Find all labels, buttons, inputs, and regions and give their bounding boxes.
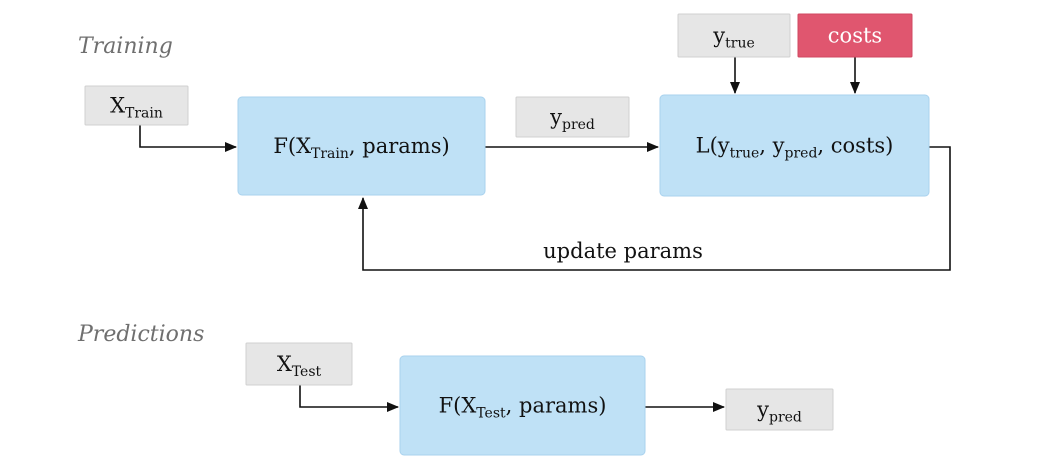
subscript: Train	[125, 106, 163, 122]
subscript: true	[725, 36, 755, 52]
label-text: costs	[828, 24, 882, 48]
node-data: XTrain	[84, 85, 189, 126]
label-text: X	[277, 352, 292, 376]
label-text: L(y	[696, 134, 730, 158]
node-model: F(XTrain, params)	[237, 96, 486, 196]
subscript: pred	[769, 410, 802, 426]
node-label: F(XTest, params)	[439, 394, 607, 422]
label-text: y	[712, 24, 725, 48]
arrows	[139, 57, 951, 412]
subscript: Train	[311, 146, 349, 162]
subscript: Test	[476, 406, 506, 422]
label-text: , params)	[349, 134, 450, 158]
arrow	[299, 385, 399, 412]
node-box	[237, 96, 486, 196]
label-text: , costs)	[817, 134, 893, 158]
label-text: , y	[759, 134, 784, 158]
label-text: y	[549, 105, 562, 129]
subscript: pred	[562, 117, 595, 133]
node-label: ypred	[756, 398, 802, 426]
label-text: y	[756, 398, 769, 422]
subscript: Test	[292, 364, 322, 380]
subscript: true	[730, 146, 760, 162]
node-highlight: costs	[797, 13, 913, 58]
section-title: Training	[78, 34, 173, 59]
node-label: F(XTrain, params)	[273, 134, 449, 162]
node-box	[245, 342, 353, 386]
node-box	[797, 13, 913, 58]
label-text: X	[110, 94, 125, 118]
node-label: XTrain	[110, 94, 163, 122]
edge-label: update params	[543, 239, 703, 263]
node-label: ytrue	[712, 24, 755, 52]
node-model: F(XTest, params)	[399, 355, 646, 456]
label-text: F(X	[273, 134, 311, 158]
node-data: ytrue	[677, 13, 791, 58]
arrow	[139, 125, 237, 152]
node-box	[515, 96, 630, 138]
node-model: L(ytrue, ypred, costs)	[659, 94, 930, 197]
arrow	[358, 146, 951, 271]
node-label: ypred	[549, 105, 595, 133]
node-box	[659, 94, 930, 197]
node-label: L(ytrue, ypred, costs)	[696, 134, 894, 162]
node-label: XTest	[277, 352, 322, 380]
node-box	[677, 13, 791, 58]
label-text: , params)	[506, 394, 607, 418]
label-text: F(X	[439, 394, 477, 418]
node-data: ypred	[725, 388, 834, 431]
node-data: ypred	[515, 96, 630, 138]
subscript: pred	[785, 146, 818, 162]
node-box	[84, 85, 189, 126]
section-title: Predictions	[77, 322, 204, 347]
node-data: XTest	[245, 342, 353, 386]
node-label: costs	[828, 24, 882, 48]
node-box	[725, 388, 834, 431]
node-box	[399, 355, 646, 456]
